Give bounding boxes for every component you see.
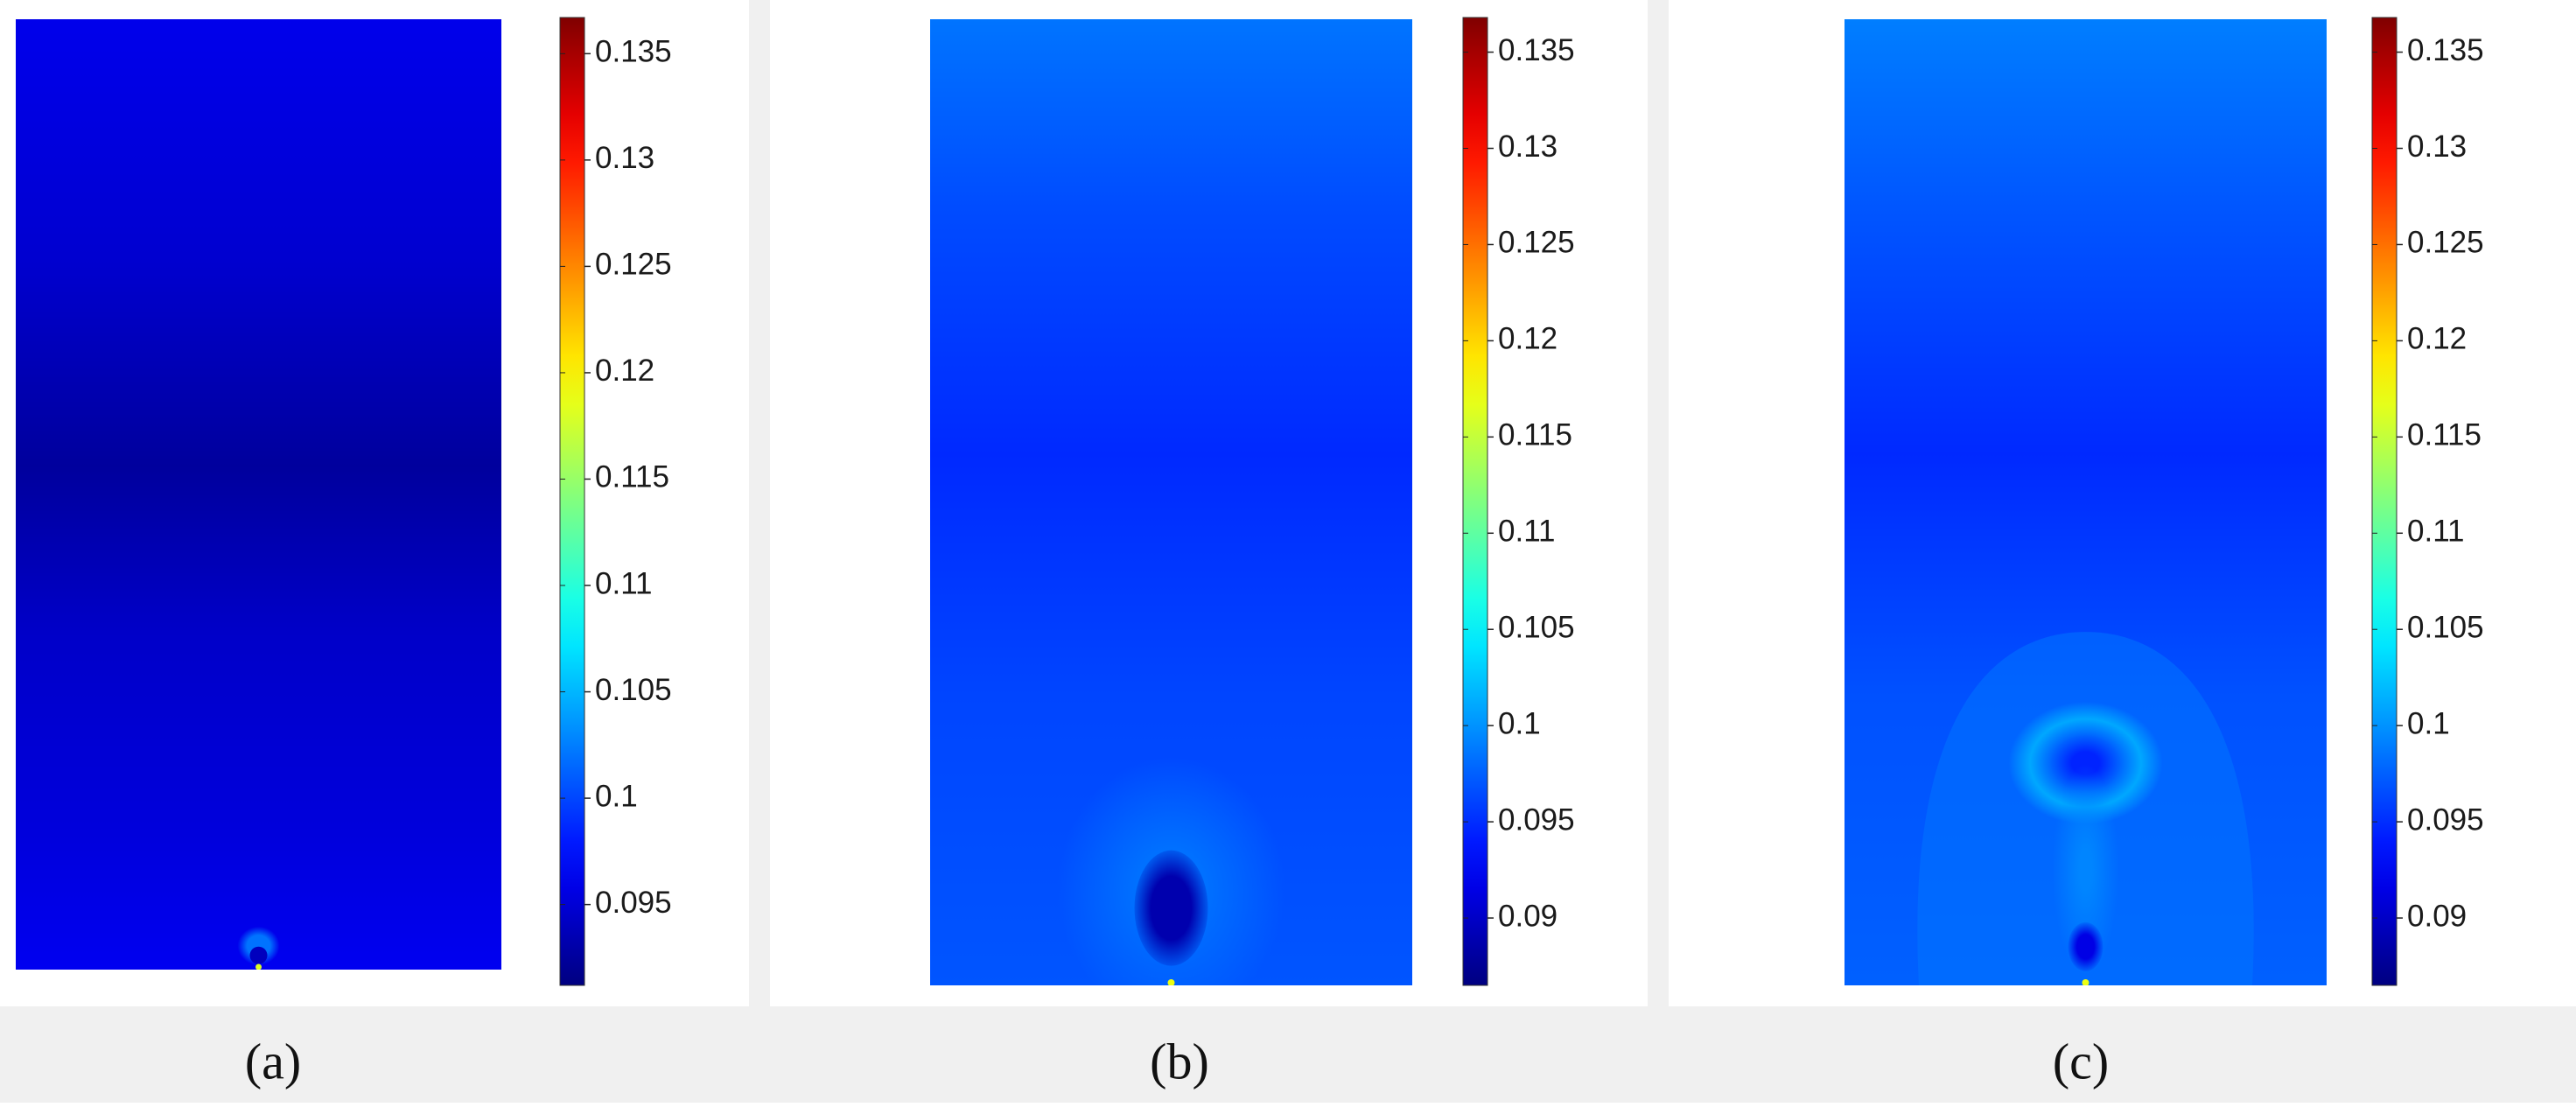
field-source bbox=[256, 963, 262, 970]
colorbar-tick-label: 0.1 bbox=[595, 779, 638, 813]
panel-label: (a) bbox=[245, 1033, 301, 1089]
field-background bbox=[16, 19, 501, 970]
colorbar-tick-label: 0.13 bbox=[1498, 130, 1558, 164]
field-stem bbox=[2052, 764, 2119, 975]
caption-strip bbox=[0, 1006, 2576, 1103]
colorbar-tick-label: 0.13 bbox=[595, 141, 654, 175]
colorbar-tick-label: 0.12 bbox=[1498, 322, 1558, 356]
field-core bbox=[249, 946, 268, 964]
colorbar-tick-label: 0.125 bbox=[595, 248, 672, 282]
panel-gutter-1 bbox=[749, 0, 770, 1006]
colorbar-tick-label: 0.135 bbox=[2407, 33, 2484, 67]
colorbar-tick-label: 0.115 bbox=[1498, 418, 1572, 452]
colorbar-tick-label: 0.09 bbox=[2407, 899, 2467, 933]
panel-3: 0.09 0.095 0.1 0.105 0.11 0.115 0.12 0.125 0.13 0… bbox=[1844, 17, 2484, 1089]
colorbar-tick-label: 0.125 bbox=[1498, 226, 1575, 260]
field-ring-core bbox=[2050, 735, 2121, 792]
colorbar-tick-label: 0.115 bbox=[595, 460, 669, 494]
colorbar-tick-label: 0.11 bbox=[595, 566, 653, 600]
colorbar-tick-label: 0.1 bbox=[1498, 706, 1541, 740]
panel-gutter-2 bbox=[1648, 0, 1669, 1006]
colorbar-tick-label: 0.09 bbox=[1498, 899, 1558, 933]
field-ring bbox=[237, 926, 280, 965]
colorbar-tick-label: 0.105 bbox=[595, 673, 672, 707]
colorbar-tick-label: 0.135 bbox=[1498, 33, 1575, 67]
colorbar-tick-label: 0.095 bbox=[1498, 802, 1575, 837]
colorbar-tick-label: 0.125 bbox=[2407, 226, 2484, 260]
colorbar bbox=[2371, 17, 2398, 986]
colorbar-tick-label: 0.12 bbox=[2407, 322, 2467, 356]
colorbar-tick-label: 0.105 bbox=[1498, 610, 1575, 644]
colorbar-tick-label: 0.13 bbox=[2407, 130, 2467, 164]
colorbar-tick-label: 0.12 bbox=[595, 354, 654, 388]
colorbar-tick-label: 0.105 bbox=[2407, 610, 2484, 644]
colorbar-tick-label: 0.095 bbox=[2407, 802, 2484, 837]
field-source bbox=[1167, 979, 1175, 985]
colorbar bbox=[1462, 17, 1488, 986]
colorbar-tick-label: 0.11 bbox=[2407, 515, 2465, 549]
panel-label: (c) bbox=[2053, 1033, 2109, 1089]
panel-2: 0.09 0.095 0.1 0.105 0.11 0.115 0.12 0.125 0.13 0… bbox=[930, 17, 1575, 1089]
field-plume-core bbox=[1134, 850, 1208, 966]
field-core bbox=[2068, 921, 2104, 971]
colorbar-tick-label: 0.1 bbox=[2407, 706, 2450, 740]
colorbar-tick-label: 0.11 bbox=[1498, 515, 1556, 549]
panel-1: 0.095 0.1 0.105 0.11 0.115 0.12 0.125 0.13 0.135… bbox=[16, 17, 672, 1089]
colorbar-tick-label: 0.095 bbox=[595, 886, 672, 920]
colorbar-tick-label: 0.135 bbox=[595, 35, 672, 69]
colorbar bbox=[559, 17, 585, 986]
panel-label: (b) bbox=[1150, 1033, 1209, 1089]
field-source bbox=[2082, 979, 2090, 985]
colorbar-tick-label: 0.115 bbox=[2407, 418, 2482, 452]
